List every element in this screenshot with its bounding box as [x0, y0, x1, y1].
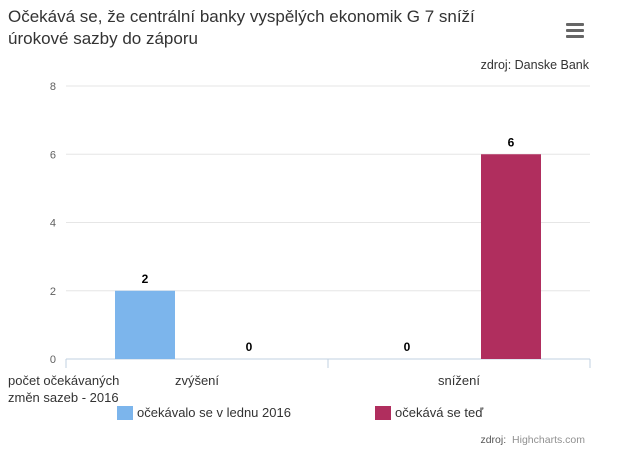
legend-label: očekávalo se v lednu 2016 — [137, 405, 291, 420]
y-tick-label: 8 — [50, 81, 56, 93]
bar — [481, 154, 541, 359]
x-tick-label: zvýšení — [175, 373, 219, 388]
data-label: 6 — [508, 135, 515, 149]
x-axis-title: počet očekávaných změn sazeb - 2016 — [8, 373, 120, 405]
x-tick-label: snížení — [438, 373, 480, 388]
bar — [115, 290, 175, 359]
credits-link[interactable]: Highcharts.com — [512, 434, 585, 446]
legend-item-january[interactable]: očekávalo se v lednu 2016 — [117, 405, 291, 420]
credits: zdroj: Highcharts.com — [480, 434, 585, 446]
y-tick-label: 0 — [50, 354, 56, 366]
legend-symbol — [117, 405, 133, 420]
hamburger-menu-icon[interactable] — [562, 20, 588, 44]
data-label: 2 — [142, 272, 149, 286]
chart-title: Očekává se, že centrální banky vyspělých… — [8, 7, 475, 48]
legend-item-now[interactable]: očekává se teď — [375, 405, 483, 420]
source-label: zdroj: Danske Bank — [480, 58, 589, 72]
legend-label: očekává se teď — [395, 405, 484, 420]
legend-symbol — [375, 405, 391, 420]
y-tick-label: 4 — [50, 218, 56, 230]
menu-line — [566, 29, 584, 32]
credits-label: zdroj: — [480, 434, 507, 446]
data-label: 0 — [246, 340, 253, 354]
y-tick-label: 2 — [50, 286, 56, 298]
menu-line — [566, 35, 584, 38]
data-label: 0 — [404, 340, 411, 354]
legend: očekávalo se v lednu 2016 očekává se teď — [0, 405, 620, 425]
menu-line — [566, 23, 584, 26]
y-tick-label: 6 — [50, 149, 56, 161]
